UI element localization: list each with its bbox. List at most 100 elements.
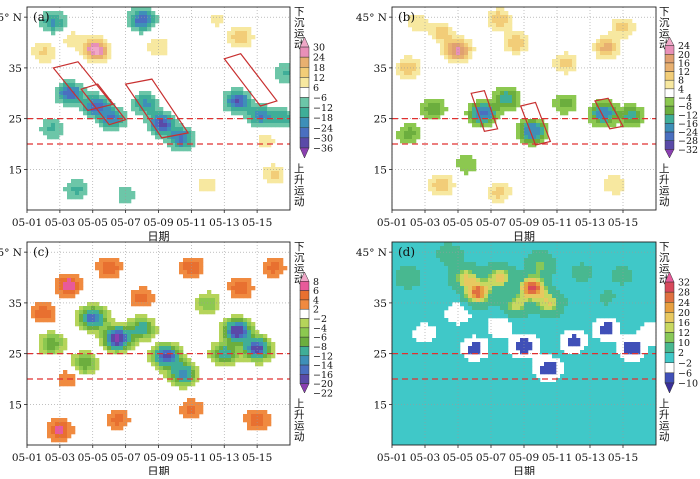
- heat-cell: [131, 298, 135, 302]
- heat-cell: [584, 394, 588, 398]
- heat-cell: [524, 362, 528, 366]
- heat-cell: [500, 382, 504, 386]
- heat-cell: [267, 262, 271, 266]
- heat-cell: [135, 330, 139, 334]
- heat-cell: [612, 51, 616, 55]
- heat-cell: [400, 434, 404, 438]
- heat-cell: [107, 111, 111, 115]
- heat-cell: [532, 434, 536, 438]
- heat-cell: [508, 27, 512, 31]
- heat-cell: [528, 330, 532, 334]
- heat-cell: [564, 111, 568, 115]
- heat-cell: [608, 378, 612, 382]
- heat-cell: [524, 246, 528, 250]
- heat-cell: [404, 131, 408, 135]
- heat-cell: [79, 187, 83, 191]
- heat-cell: [496, 270, 500, 274]
- heat-cell: [508, 187, 512, 191]
- heat-cell: [151, 346, 155, 350]
- heat-cell: [500, 338, 504, 342]
- heat-cell: [259, 354, 263, 358]
- heat-cell: [440, 334, 444, 338]
- heat-cell: [608, 386, 612, 390]
- heat-cell: [612, 19, 616, 23]
- heat-cell: [263, 139, 267, 143]
- heat-cell: [512, 382, 516, 386]
- heat-cell: [504, 410, 508, 414]
- heat-cell: [223, 362, 227, 366]
- heat-cell: [592, 107, 596, 111]
- heat-cell: [127, 318, 131, 322]
- heat-cell: [444, 318, 448, 322]
- heat-cell: [163, 374, 167, 378]
- heat-cell: [400, 290, 404, 294]
- heat-cell: [520, 266, 524, 270]
- heat-cell: [436, 362, 440, 366]
- heat-cell: [151, 330, 155, 334]
- heat-cell: [572, 366, 576, 370]
- heat-cell: [548, 298, 552, 302]
- heat-cell: [267, 358, 271, 362]
- heat-cell: [55, 23, 59, 27]
- heat-cell: [135, 326, 139, 330]
- heat-cell: [552, 290, 556, 294]
- heat-cell: [163, 127, 167, 131]
- heat-cell: [448, 294, 452, 298]
- heat-cell: [632, 23, 636, 27]
- heat-cell: [408, 338, 412, 342]
- heat-cell: [408, 123, 412, 127]
- heat-cell: [584, 358, 588, 362]
- heat-cell: [231, 314, 235, 318]
- heat-cell: [512, 39, 516, 43]
- heat-cell: [480, 410, 484, 414]
- heat-cell: [508, 274, 512, 278]
- heat-cell: [67, 95, 71, 99]
- heat-cell: [448, 370, 452, 374]
- heat-cell: [63, 422, 67, 426]
- heat-cell: [404, 362, 408, 366]
- heat-cell: [139, 99, 143, 103]
- heat-cell: [452, 282, 456, 286]
- heat-cell: [540, 278, 544, 282]
- heat-cell: [580, 398, 584, 402]
- heat-cell: [568, 282, 572, 286]
- heat-cell: [420, 354, 424, 358]
- heat-cell: [107, 266, 111, 270]
- heat-cell: [584, 290, 588, 294]
- heat-cell: [532, 442, 536, 446]
- heat-cell: [568, 354, 572, 358]
- heat-cell: [460, 163, 464, 167]
- heat-cell: [412, 286, 416, 290]
- heat-cell: [199, 410, 203, 414]
- heat-cell: [412, 354, 416, 358]
- heat-cell: [500, 183, 504, 187]
- heat-cell: [420, 246, 424, 250]
- heat-cell: [408, 139, 412, 143]
- heat-cell: [560, 278, 564, 282]
- heat-cell: [508, 390, 512, 394]
- heat-cell: [79, 39, 83, 43]
- heat-cell: [71, 103, 75, 107]
- heat-cell: [111, 266, 115, 270]
- heat-cell: [436, 306, 440, 310]
- heat-cell: [283, 119, 287, 123]
- heat-cell: [31, 47, 35, 51]
- heat-cell: [548, 262, 552, 266]
- heat-cell: [239, 107, 243, 111]
- heat-cell: [412, 306, 416, 310]
- heat-cell: [476, 382, 480, 386]
- heat-cell: [556, 254, 560, 258]
- heat-cell: [135, 7, 139, 11]
- heat-cell: [548, 326, 552, 330]
- heat-cell: [484, 326, 488, 330]
- heat-cell: [412, 430, 416, 434]
- heat-cell: [516, 254, 520, 258]
- heat-cell: [472, 386, 476, 390]
- heat-cell: [440, 414, 444, 418]
- heat-cell: [187, 382, 191, 386]
- heat-cell: [432, 266, 436, 270]
- heat-cell: [408, 330, 412, 334]
- heat-cell: [436, 338, 440, 342]
- heat-cell: [600, 438, 604, 442]
